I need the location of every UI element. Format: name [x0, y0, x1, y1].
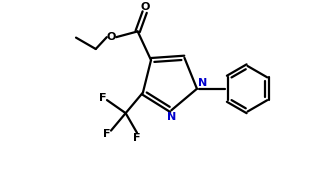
- Text: F: F: [103, 129, 110, 139]
- Text: O: O: [107, 32, 116, 42]
- Text: O: O: [140, 2, 149, 12]
- Text: F: F: [99, 93, 106, 103]
- Text: N: N: [198, 78, 207, 88]
- Text: N: N: [167, 112, 176, 122]
- Text: F: F: [133, 133, 141, 143]
